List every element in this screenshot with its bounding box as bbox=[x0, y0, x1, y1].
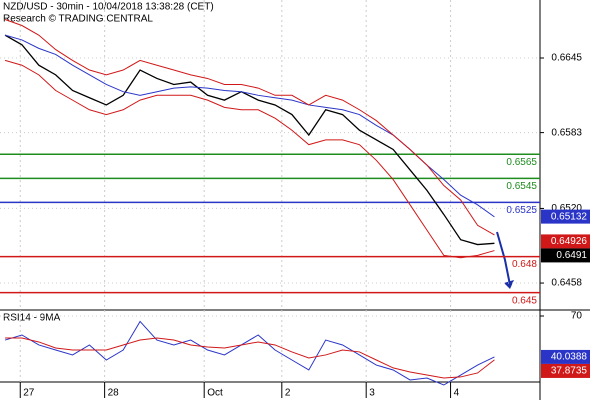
chart-title: NZD/USD - 30min - 10/04/2018 13:38:28 (C… bbox=[3, 2, 214, 13]
level-label: 0.6525 bbox=[506, 205, 537, 216]
series-line bbox=[4, 34, 495, 246]
forecast-arrow bbox=[496, 231, 511, 286]
y-tick-label: 0.6645 bbox=[551, 53, 582, 64]
price-tag-label: 37.8735 bbox=[551, 366, 588, 377]
series-line bbox=[4, 59, 495, 259]
level-label: 0.645 bbox=[512, 295, 537, 306]
price-tag bbox=[541, 209, 590, 224]
price-tag bbox=[541, 349, 590, 364]
price-tag bbox=[541, 363, 590, 378]
series-line bbox=[4, 320, 495, 386]
x-tick-label: Oct bbox=[207, 388, 223, 399]
price-tag-label: 0.6491 bbox=[556, 250, 587, 261]
y-tick-label: 70 bbox=[571, 311, 583, 322]
price-tag-label: 40.0388 bbox=[551, 352, 588, 363]
series-line bbox=[5, 337, 495, 379]
y-tick-label: 0.6583 bbox=[551, 127, 582, 138]
x-tick-label: 2 bbox=[285, 388, 291, 399]
y-tick-label: 0.6458 bbox=[551, 278, 582, 289]
chart-subtitle: Research © TRADING CENTRAL bbox=[3, 14, 153, 25]
price-tag bbox=[541, 248, 590, 263]
price-tag-label: 0.65132 bbox=[551, 211, 588, 222]
level-label: 0.6565 bbox=[506, 157, 537, 168]
rsi-title: RSI14 - 9MA bbox=[3, 313, 61, 324]
x-tick-label: 3 bbox=[369, 388, 375, 399]
price-tag-label: 0.64926 bbox=[551, 236, 588, 247]
y-tick-label: 0.6520 bbox=[551, 203, 582, 214]
level-label: 0.6545 bbox=[506, 181, 537, 192]
level-label: 0.648 bbox=[512, 259, 537, 270]
x-tick-label: 4 bbox=[454, 388, 460, 399]
series-line bbox=[4, 19, 495, 236]
price-tag bbox=[541, 234, 590, 249]
x-tick-label: 27 bbox=[23, 388, 35, 399]
x-tick-label: 28 bbox=[108, 388, 120, 399]
forecast-arrowhead bbox=[504, 280, 514, 289]
